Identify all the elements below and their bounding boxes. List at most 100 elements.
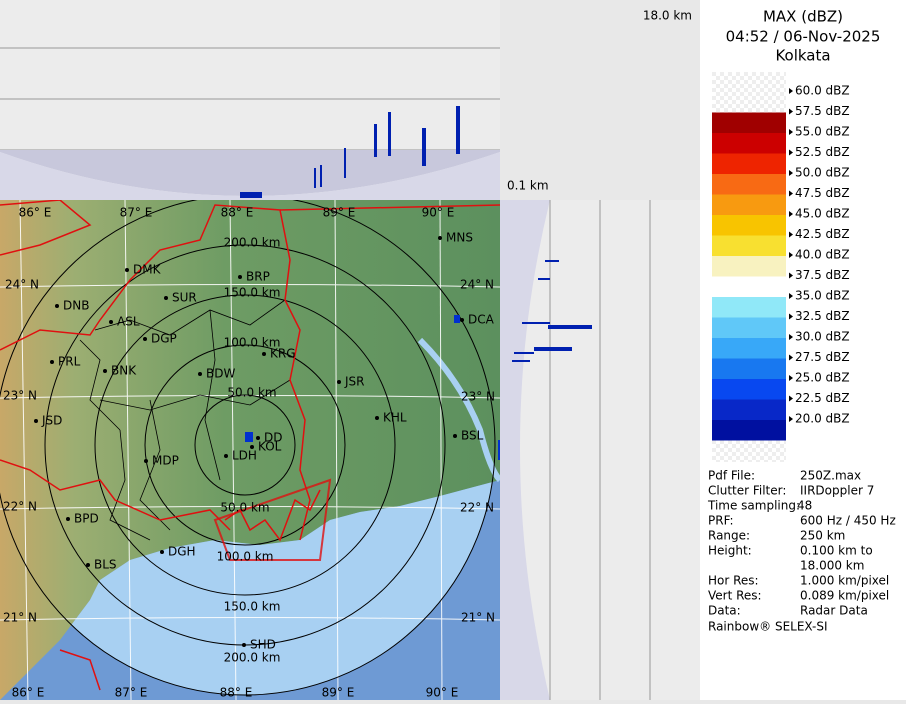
station-dot <box>460 318 464 322</box>
station-label: BLS <box>94 558 117 572</box>
legend-swatch <box>712 195 786 216</box>
legend-label: 37.5 dBZ <box>795 268 850 282</box>
station-label: MNS <box>446 231 473 245</box>
title: MAX (dBZ) <box>763 8 843 26</box>
lat-label: 23° N <box>461 390 495 404</box>
station-dot <box>438 236 442 240</box>
legend-label: 42.5 dBZ <box>795 227 850 241</box>
legend-label: 55.0 dBZ <box>795 125 850 139</box>
station-label: BPD <box>74 512 99 526</box>
legend-swatch <box>712 359 786 380</box>
station-label: LDH <box>232 449 257 463</box>
lat-label: 22° N <box>460 501 494 515</box>
info-value: 250 km <box>800 529 845 543</box>
station-dot <box>242 643 246 647</box>
station-dot <box>262 352 266 356</box>
lon-label: 90° E <box>426 686 459 700</box>
station-label: DNB <box>63 299 89 313</box>
lon-label: 87° E <box>120 206 153 220</box>
station-label: ASL <box>117 315 140 329</box>
ring-label: 50.0 km <box>220 501 269 515</box>
info-value: 600 Hz / 450 Hz <box>800 514 896 528</box>
station-label: SHD <box>250 638 276 652</box>
ring-label: 150.0 km <box>224 286 281 300</box>
legend-label: 35.0 dBZ <box>795 289 850 303</box>
legend-label: 45.0 dBZ <box>795 207 850 221</box>
legend-swatch <box>712 400 786 421</box>
legend-swatch <box>712 215 786 236</box>
station-dot <box>337 380 341 384</box>
legend-label: 57.5 dBZ <box>795 104 850 118</box>
info-key: Clutter Filter: <box>708 484 786 498</box>
station-dot <box>375 416 379 420</box>
station-label: BRP <box>246 270 270 284</box>
info-value: IIRDoppler 7 <box>800 484 874 498</box>
info-value: Radar Data <box>800 604 868 618</box>
lat-label: 22° N <box>3 500 37 514</box>
station-dot <box>238 275 242 279</box>
station-dot <box>109 320 113 324</box>
lon-label: 88° E <box>221 206 254 220</box>
legend-swatch <box>712 113 786 134</box>
ring-label: 200.0 km <box>224 236 281 250</box>
bottom-height: 0.1 km <box>507 179 549 193</box>
lon-label: 89° E <box>322 686 355 700</box>
ring-label: 150.0 km <box>224 600 281 614</box>
top-section <box>0 0 500 200</box>
info: Pdf File:250Z.maxClutter Filter:IIRDoppl… <box>707 469 896 634</box>
datetime: 04:52 / 06-Nov-2025 <box>726 28 881 46</box>
station-dot <box>66 517 70 521</box>
station-dot <box>34 419 38 423</box>
legend-label: 27.5 dBZ <box>795 350 850 364</box>
legend-label: 52.5 dBZ <box>795 145 850 159</box>
station-dot <box>164 296 168 300</box>
legend-swatch <box>712 236 786 257</box>
lon-label: 87° E <box>115 686 148 700</box>
station-dot <box>125 268 129 272</box>
legend-swatch <box>712 338 786 359</box>
station-label: PRL <box>58 355 81 369</box>
legend-swatch <box>712 133 786 154</box>
ring-label: 50.0 km <box>227 386 276 400</box>
station-dot <box>453 434 457 438</box>
info-value: 48 <box>797 499 812 513</box>
station-label: JSR <box>344 375 365 389</box>
info-key: Data: <box>708 604 741 618</box>
station-label: DMK <box>133 263 162 277</box>
station-dot <box>86 563 90 567</box>
info-key: Vert Res: <box>708 589 762 603</box>
station: Kolkata <box>775 47 830 65</box>
station-dot <box>143 337 147 341</box>
legend-swatch <box>712 420 786 441</box>
lat-label: 21° N <box>461 611 495 625</box>
info-key: PRF: <box>708 514 734 528</box>
legend-swatch <box>712 318 786 339</box>
legend-swatch <box>712 256 786 277</box>
legend-label: 22.5 dBZ <box>795 391 850 405</box>
lat-label: 21° N <box>3 611 37 625</box>
lon-label: 86° E <box>19 206 52 220</box>
legend-swatch <box>712 154 786 175</box>
legend-swatch <box>712 174 786 195</box>
station-dot <box>224 454 228 458</box>
info-value: 250Z.max <box>800 469 861 483</box>
legend-swatch <box>712 277 786 298</box>
info-value: 18.000 km <box>800 559 864 573</box>
station-dot <box>198 372 202 376</box>
legend-label: 50.0 dBZ <box>795 166 850 180</box>
legend-label: 40.0 dBZ <box>795 248 850 262</box>
station-label: DGP <box>151 332 177 346</box>
station-dot <box>144 459 148 463</box>
lat-label: 23° N <box>3 389 37 403</box>
legend-swatch <box>712 379 786 400</box>
top-height: 18.0 km <box>643 9 692 23</box>
station-label: KRG <box>270 347 296 361</box>
info-value: 1.000 km/pixel <box>800 574 889 588</box>
station-label: KOL <box>258 440 282 454</box>
footer: Rainbow® SELEX-SI <box>708 620 828 634</box>
station-label: DCA <box>468 313 495 327</box>
right-section <box>500 200 700 700</box>
station-label: BDW <box>206 367 235 381</box>
